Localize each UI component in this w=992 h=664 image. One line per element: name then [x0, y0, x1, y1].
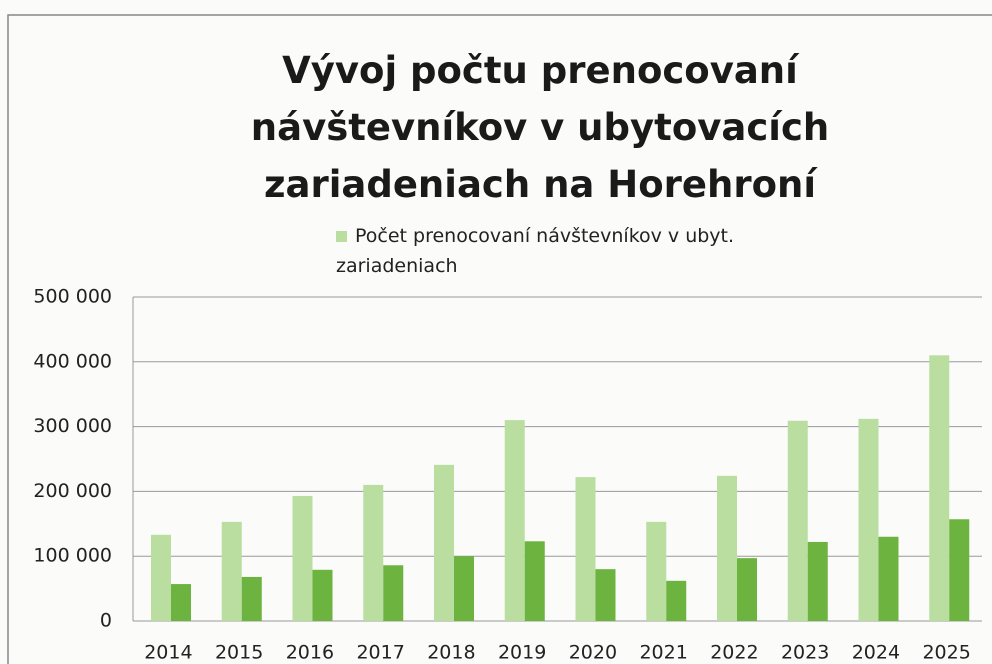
bar	[666, 580, 687, 621]
bar	[524, 541, 545, 621]
x-tick-label: 2018	[427, 642, 475, 664]
bar	[221, 521, 242, 621]
bar	[858, 418, 879, 621]
bar	[383, 565, 404, 621]
x-tick-label: 2020	[569, 642, 617, 664]
legend: Počet prenocovaní návštevníkov v ubyt. z…	[336, 221, 816, 281]
bar	[434, 464, 454, 621]
bar	[312, 569, 333, 621]
y-tick-label: 200 000	[33, 480, 112, 502]
legend-swatch	[336, 231, 347, 242]
x-tick-label: 2022	[710, 642, 758, 664]
bar	[595, 569, 616, 621]
x-tick-label: 2016	[286, 642, 334, 664]
y-tick-label: 300 000	[33, 415, 112, 437]
x-tick-label: 2021	[639, 642, 687, 664]
bar	[363, 484, 384, 621]
bar	[151, 534, 171, 621]
bar	[171, 584, 191, 621]
x-tick-label: 2017	[356, 642, 404, 664]
x-tick-label: 2019	[498, 642, 546, 664]
y-tick-label: 500 000	[33, 286, 112, 308]
y-tick-label: 0	[100, 610, 112, 632]
y-tick-label: 400 000	[33, 350, 112, 372]
x-tick-label: 2015	[215, 642, 263, 664]
bar	[787, 420, 808, 621]
x-tick-label: 2014	[144, 642, 192, 664]
chart-border	[7, 14, 992, 664]
x-tick-label: 2023	[781, 642, 829, 664]
x-tick-label: 2025	[922, 642, 970, 664]
bar	[737, 558, 757, 621]
bar	[454, 556, 474, 621]
bar	[929, 355, 950, 621]
y-tick-label: 100 000	[33, 545, 112, 567]
bar	[241, 576, 262, 621]
bar	[504, 420, 525, 621]
bar	[575, 477, 596, 621]
bar	[717, 475, 737, 621]
bar	[292, 495, 313, 621]
legend-label: Počet prenocovaní návštevníkov v ubyt. z…	[336, 225, 735, 277]
bar	[646, 521, 667, 621]
bar	[949, 519, 970, 621]
bar	[878, 536, 899, 621]
x-tick-label: 2024	[852, 642, 900, 664]
chart-title: Vývoj počtu prenocovaní návštevníkov v u…	[250, 49, 830, 206]
bar	[807, 541, 828, 621]
